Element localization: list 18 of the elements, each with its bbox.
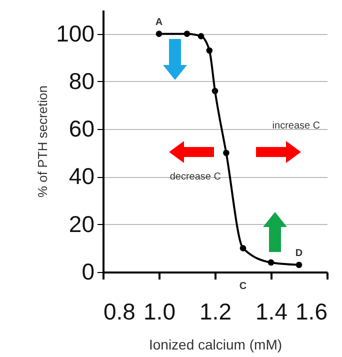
x-tick-label: 1.0: [144, 298, 176, 324]
y-tick-label: 20: [68, 210, 94, 237]
y-tick-label: 60: [68, 116, 94, 142]
x-axis-title: Ionized calcium (mM): [148, 336, 282, 352]
x-tick-label: 0.8: [104, 298, 136, 324]
y-tick-label: 100: [56, 20, 94, 46]
y-tick-label: 80: [68, 68, 94, 94]
annotation: increase C: [272, 120, 320, 132]
annotation: decrease C: [170, 172, 221, 183]
text: C: [239, 281, 247, 292]
x-tick-label: 1.4: [256, 298, 288, 324]
x-tick-label: 1.2: [200, 298, 232, 324]
y-axis-title: % of PTH secretion: [35, 86, 50, 198]
y-tick-label: 0: [82, 258, 94, 284]
y-tick-label: 40: [68, 163, 94, 190]
x-tick-label: 1.6: [296, 298, 328, 324]
annotation: D: [295, 248, 303, 259]
annotation: A: [155, 16, 163, 28]
